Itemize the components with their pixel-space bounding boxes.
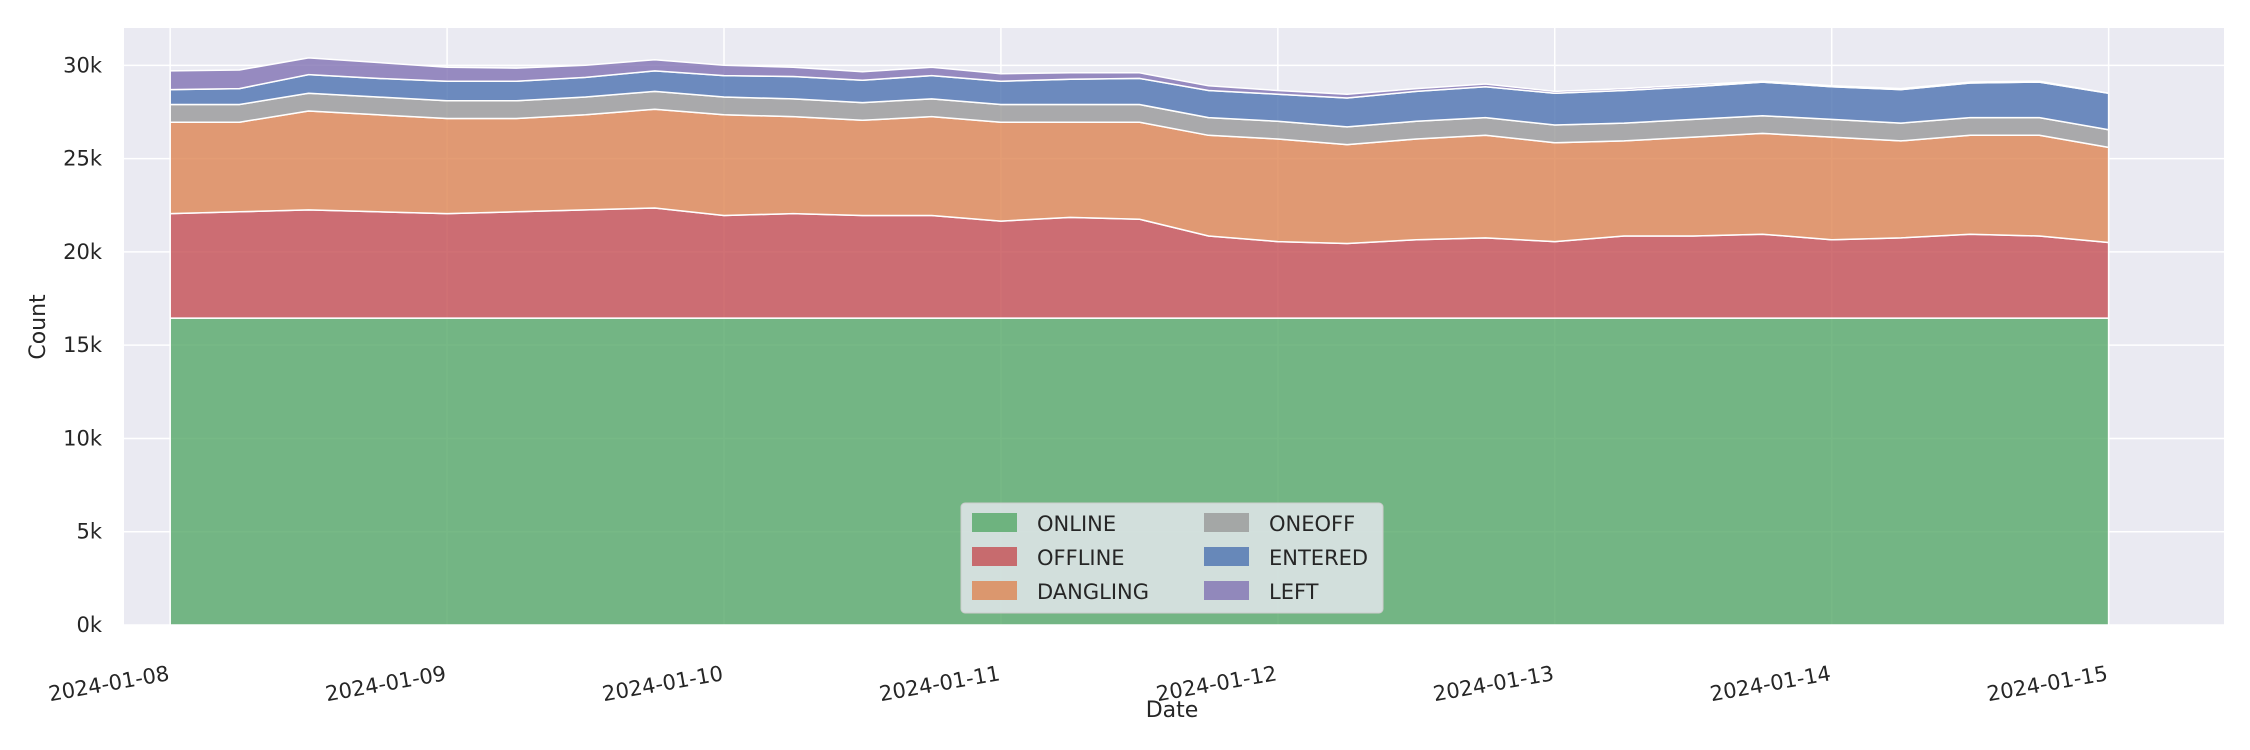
- y-tick-label: 30k: [63, 53, 103, 77]
- legend-label-entered: ENTERED: [1269, 546, 1368, 570]
- legend-label-left: LEFT: [1269, 580, 1319, 604]
- legend: ONLINE OFFLINE DANGLING ONEOFF ENTERED LEFT: [960, 502, 1384, 614]
- y-tick-label: 10k: [63, 426, 103, 450]
- legend-label-dangling: DANGLING: [1037, 580, 1149, 604]
- x-tick-label: 2024-01-10: [601, 661, 725, 706]
- legend-swatch-entered: [1204, 547, 1249, 566]
- y-tick-label: 20k: [63, 240, 103, 264]
- area-series-group: [169, 57, 2110, 626]
- legend-swatch-dangling: [972, 581, 1017, 600]
- y-tick-label: 25k: [63, 147, 103, 171]
- x-tick-label: 2024-01-11: [877, 661, 1001, 706]
- y-tick-labels: 0k 5k 10k 15k 20k 25k 30k: [63, 53, 103, 637]
- y-tick-label: 15k: [63, 333, 103, 357]
- x-axis-label: Date: [1146, 698, 1199, 723]
- legend-swatch-online: [972, 513, 1017, 532]
- legend-swatch-offline: [972, 547, 1017, 566]
- y-tick-label: 0k: [76, 613, 102, 637]
- x-tick-labels: 2024-01-08 2024-01-09 2024-01-10 2024-01-11…: [47, 661, 2110, 706]
- legend-swatch-oneoff: [1204, 513, 1249, 532]
- legend-box: [960, 502, 1384, 614]
- y-tick-label: 5k: [76, 520, 102, 544]
- x-tick-label: 2024-01-14: [1708, 661, 1832, 706]
- area-left: [169, 57, 2110, 99]
- x-tick-label: 2024-01-08: [47, 661, 171, 706]
- x-tick-label: 2024-01-13: [1431, 661, 1555, 706]
- x-tick-label: 2024-01-09: [324, 661, 448, 706]
- y-axis-label: Count: [26, 294, 51, 360]
- x-tick-label: 2024-01-15: [1985, 661, 2109, 706]
- legend-label-online: ONLINE: [1037, 512, 1116, 536]
- legend-label-oneoff: ONEOFF: [1269, 512, 1355, 536]
- legend-label-offline: OFFLINE: [1037, 546, 1125, 570]
- legend-swatch-left: [1204, 581, 1249, 600]
